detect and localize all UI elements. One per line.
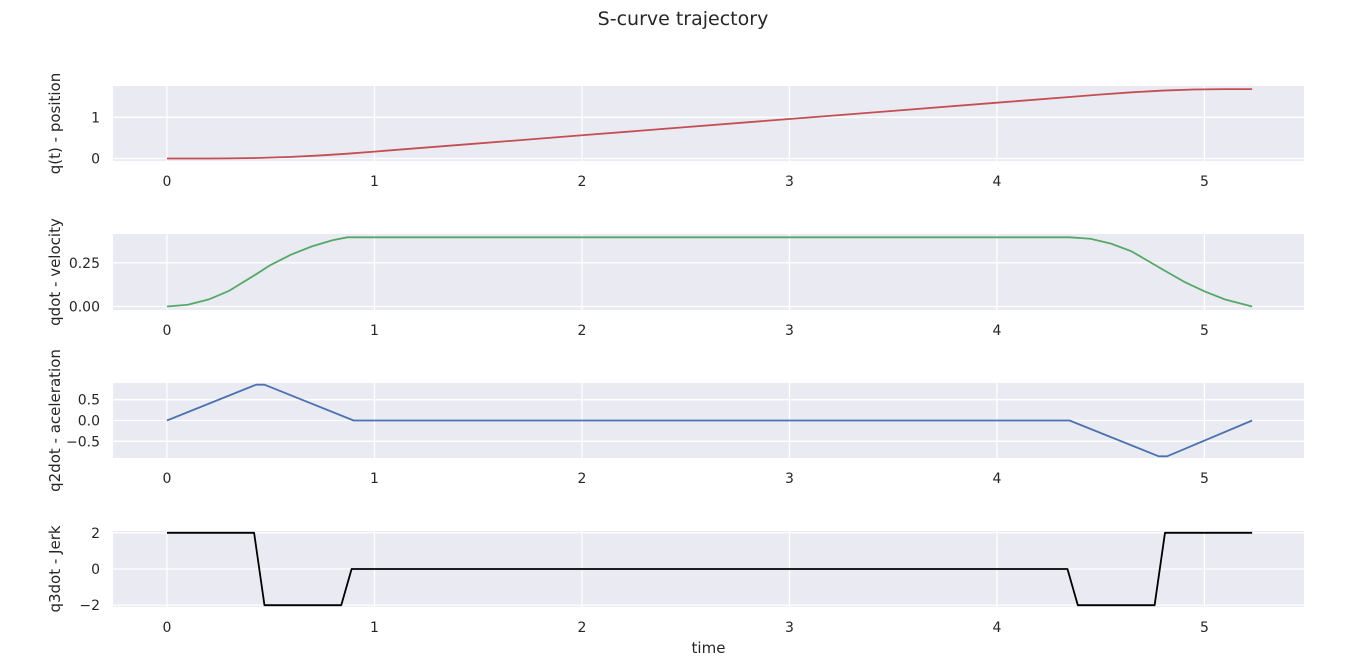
x-tick-label: 4 bbox=[992, 174, 1001, 190]
subplot-2: 0 1 2 3 4 5 0.00 0.25 qdot - velocity bbox=[46, 218, 1304, 339]
x-tick-label: 0 bbox=[162, 471, 171, 487]
x-tick-label: 0 bbox=[162, 323, 171, 339]
y-tick-label: 0.25 bbox=[69, 256, 100, 272]
y-tick-label: 0 bbox=[91, 152, 100, 168]
y-tick-label: 0.00 bbox=[69, 300, 100, 316]
y-tick-label: −2 bbox=[79, 598, 100, 614]
subplot-3: 0 1 2 3 4 5 −0.5 0.0 0.5 q2dot - aceleration bbox=[46, 349, 1304, 492]
y-axis-label: q(t) - position bbox=[46, 73, 64, 174]
series-line-1 bbox=[166, 88, 1253, 160]
y-tick-label: 0.5 bbox=[78, 393, 100, 409]
y-axis-label: q3dot - Jerk bbox=[46, 525, 64, 612]
x-tick-label: 2 bbox=[577, 174, 586, 190]
y-axis-label: qdot - velocity bbox=[46, 218, 64, 326]
y-tick-label: 0.0 bbox=[78, 414, 100, 430]
y-tick-label: 1 bbox=[91, 110, 100, 126]
x-tick-label: 4 bbox=[992, 620, 1001, 636]
y-tick-label: 2 bbox=[91, 526, 100, 542]
x-tick-label: 2 bbox=[577, 323, 586, 339]
x-tick-label: 5 bbox=[1200, 323, 1209, 339]
y-axis-label: q2dot - aceleration bbox=[46, 349, 64, 492]
subplot-1: 0 1 2 3 4 5 0 1 q(t) - position bbox=[46, 73, 1304, 190]
x-tick-label: 2 bbox=[577, 471, 586, 487]
series-line-1 bbox=[166, 236, 1253, 308]
x-tick-label: 5 bbox=[1200, 174, 1209, 190]
x-tick-label: 3 bbox=[785, 174, 794, 190]
series-line-1 bbox=[166, 383, 1253, 458]
x-tick-label: 4 bbox=[992, 471, 1001, 487]
x-tick-label: 3 bbox=[785, 323, 794, 339]
x-tick-label: 5 bbox=[1200, 620, 1209, 636]
x-tick-label: 1 bbox=[370, 471, 379, 487]
x-tick-label: 5 bbox=[1200, 471, 1209, 487]
plot-background bbox=[113, 234, 1304, 310]
subplot-4: 0 1 2 3 4 5 −2 0 2 q3dot - Jerk time bbox=[46, 525, 1304, 657]
x-tick-label: 1 bbox=[370, 323, 379, 339]
y-tick-label: 0 bbox=[91, 562, 100, 578]
x-tick-label: 1 bbox=[370, 620, 379, 636]
series-line-1 bbox=[166, 531, 1253, 607]
x-tick-label: 0 bbox=[162, 174, 171, 190]
x-tick-label: 3 bbox=[785, 620, 794, 636]
x-tick-label: 3 bbox=[785, 471, 794, 487]
x-tick-label: 0 bbox=[162, 620, 171, 636]
x-tick-label: 2 bbox=[577, 620, 586, 636]
x-tick-label: 4 bbox=[992, 323, 1001, 339]
x-tick-label: 1 bbox=[370, 174, 379, 190]
y-tick-label: −0.5 bbox=[66, 434, 100, 450]
figure-title: S-curve trajectory bbox=[597, 8, 769, 30]
x-axis-label: time bbox=[692, 639, 726, 657]
plot-background bbox=[113, 86, 1304, 161]
